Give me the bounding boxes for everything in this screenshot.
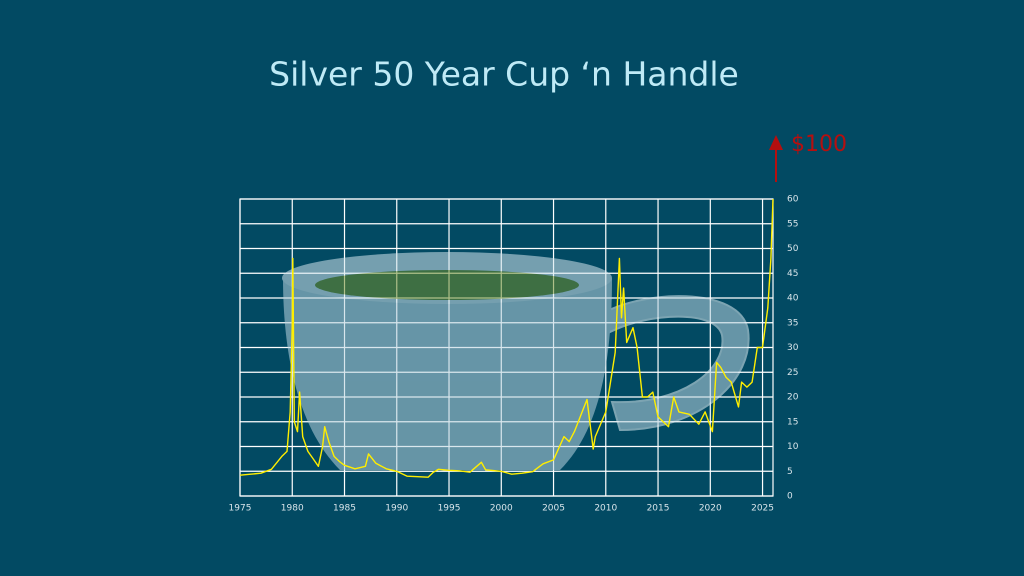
y-tick-label: 15 bbox=[787, 417, 798, 427]
plot-area bbox=[239, 198, 774, 478]
y-tick-label: 10 bbox=[787, 442, 799, 452]
x-tick-label: 1980 bbox=[281, 504, 304, 514]
x-tick-label: 2020 bbox=[699, 504, 722, 514]
y-tick-label: 25 bbox=[787, 368, 798, 378]
x-tick-label: 1995 bbox=[438, 504, 461, 514]
cup-illustration bbox=[282, 252, 750, 470]
up-arrow bbox=[769, 135, 783, 182]
cup-body bbox=[283, 278, 612, 470]
price-line bbox=[239, 198, 774, 478]
x-tick-label: 2005 bbox=[542, 504, 565, 514]
y-tick-label: 35 bbox=[787, 318, 798, 328]
annotation: $100 bbox=[791, 132, 847, 157]
y-tick-label: 40 bbox=[787, 294, 799, 304]
y-tick-label: 5 bbox=[787, 467, 793, 477]
chart-title: Silver 50 Year Cup ‘n Handle bbox=[269, 55, 739, 94]
x-tick-label: 2010 bbox=[594, 504, 617, 514]
cup-tea bbox=[315, 270, 579, 300]
y-tick-label: 60 bbox=[787, 195, 799, 205]
x-tick-label: 1975 bbox=[229, 504, 252, 514]
x-tick-label: 2025 bbox=[751, 504, 774, 514]
y-tick-label: 30 bbox=[787, 343, 799, 353]
x-tick-label: 1985 bbox=[333, 504, 356, 514]
y-tick-label: 50 bbox=[787, 244, 799, 254]
y-tick-label: 0 bbox=[787, 492, 793, 502]
y-tick-label: 20 bbox=[787, 393, 799, 403]
x-tick-label: 2000 bbox=[490, 504, 513, 514]
y-tick-label: 55 bbox=[787, 219, 798, 229]
x-tick-label: 1990 bbox=[385, 504, 408, 514]
cup-handle bbox=[598, 295, 750, 432]
x-tick-label: 2015 bbox=[647, 504, 670, 514]
y-tick-label: 45 bbox=[787, 269, 798, 279]
